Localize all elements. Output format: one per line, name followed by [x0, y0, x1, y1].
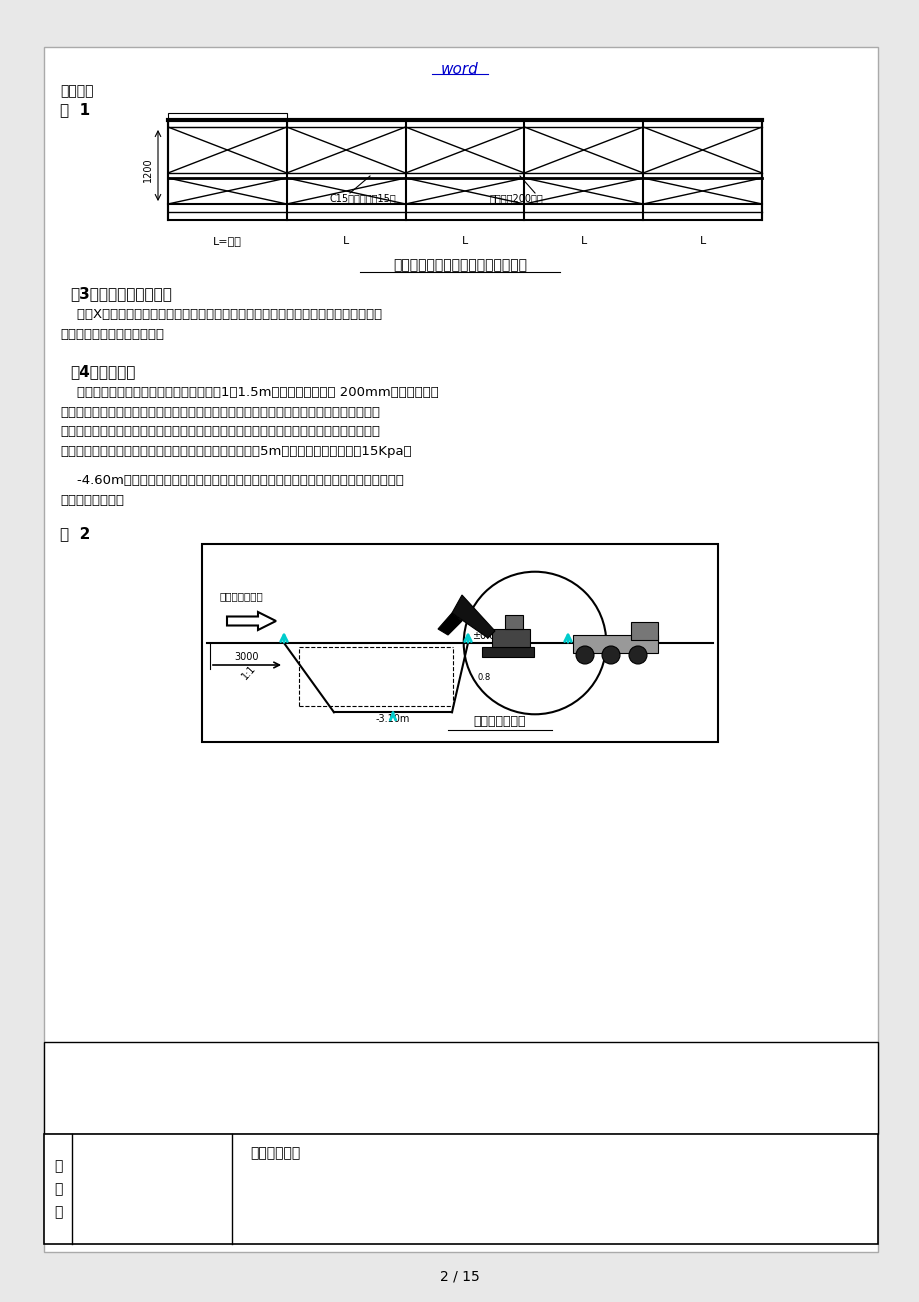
Circle shape	[575, 646, 594, 664]
Text: 1200: 1200	[142, 158, 153, 182]
Text: ±0.00: ±0.00	[471, 631, 501, 641]
Text: L: L	[461, 236, 468, 246]
Text: 基坑临边防护脚手架搭设构造示意图: 基坑临边防护脚手架搭设构造示意图	[392, 258, 527, 272]
Text: 2 / 15: 2 / 15	[439, 1269, 480, 1284]
Text: 踢脚板（200高）: 踢脚板（200高）	[490, 193, 543, 203]
Bar	[202, 544, 717, 742]
Circle shape	[601, 646, 619, 664]
Text: （3）障碍物破除与清运: （3）障碍物破除与清运	[70, 286, 172, 301]
Text: -3.10m: -3.10m	[375, 715, 410, 724]
FancyArrow shape	[227, 612, 276, 630]
Bar	[44, 1042, 877, 1134]
Text: 反铲开挖时需分层开挖，每层开挖深度为1～1.5m，逐层至基底以上 200mm，开挖宜连续
作业，一次成型，不宜连续。并控制好挖土节奏，不得过急，以利于土体的应力: 反铲开挖时需分层开挖，每层开挖深度为1～1.5m，逐层至基底以上 200mm，开…	[60, 385, 438, 457]
Text: C15混凝土硬化15厚: C15混凝土硬化15厚	[330, 193, 396, 203]
Bar	[573, 635, 657, 654]
Text: 1:1: 1:1	[240, 664, 257, 682]
Text: 图  1: 图 1	[60, 102, 90, 117]
Text: L=跨度: L=跨度	[212, 236, 242, 246]
Text: 3000: 3000	[234, 652, 259, 661]
Text: （4）分层开挖: （4）分层开挖	[70, 365, 135, 379]
Bar	[482, 647, 533, 658]
Text: 图  2: 图 2	[60, 526, 90, 542]
Text: 0.8: 0.8	[478, 673, 491, 682]
Bar	[168, 120, 761, 220]
Bar	[168, 113, 287, 128]
Text: word: word	[440, 62, 479, 77]
Text: L: L	[343, 236, 349, 246]
Bar	[630, 622, 657, 641]
Text: 全标志。: 全标志。	[60, 85, 94, 98]
Text: 场地X围内原厂房根底、原设备根底与回填钢渣等障碍物分部较广，开挖前需探明，假
如发现应当与时去除并外运。: 场地X围内原厂房根底、原设备根底与回填钢渣等障碍物分部较广，开挖前需探明，假 如…	[60, 309, 381, 341]
Text: L: L	[698, 236, 705, 246]
Text: 承受交底人：: 承受交底人：	[250, 1146, 300, 1160]
Text: L: L	[580, 236, 586, 246]
Polygon shape	[451, 595, 494, 638]
Bar	[505, 615, 522, 629]
Text: -4.60m承台基坑因工作面较大，应考虑铺设砖渣路至基坑边坡内，便于自卸卡车上下坑
运土与反铲作业。: -4.60m承台基坑因工作面较大，应考虑铺设砖渣路至基坑边坡内，便于自卸卡车上下…	[60, 474, 403, 506]
Bar	[44, 1134, 877, 1243]
Polygon shape	[437, 613, 461, 635]
Text: 挖掘机后退挖土: 挖掘机后退挖土	[220, 591, 264, 602]
Text: 交
底
人: 交 底 人	[53, 1159, 62, 1219]
Text: 放坡开挖示意图: 放坡开挖示意图	[473, 715, 526, 728]
Bar	[492, 629, 529, 647]
Circle shape	[629, 646, 646, 664]
